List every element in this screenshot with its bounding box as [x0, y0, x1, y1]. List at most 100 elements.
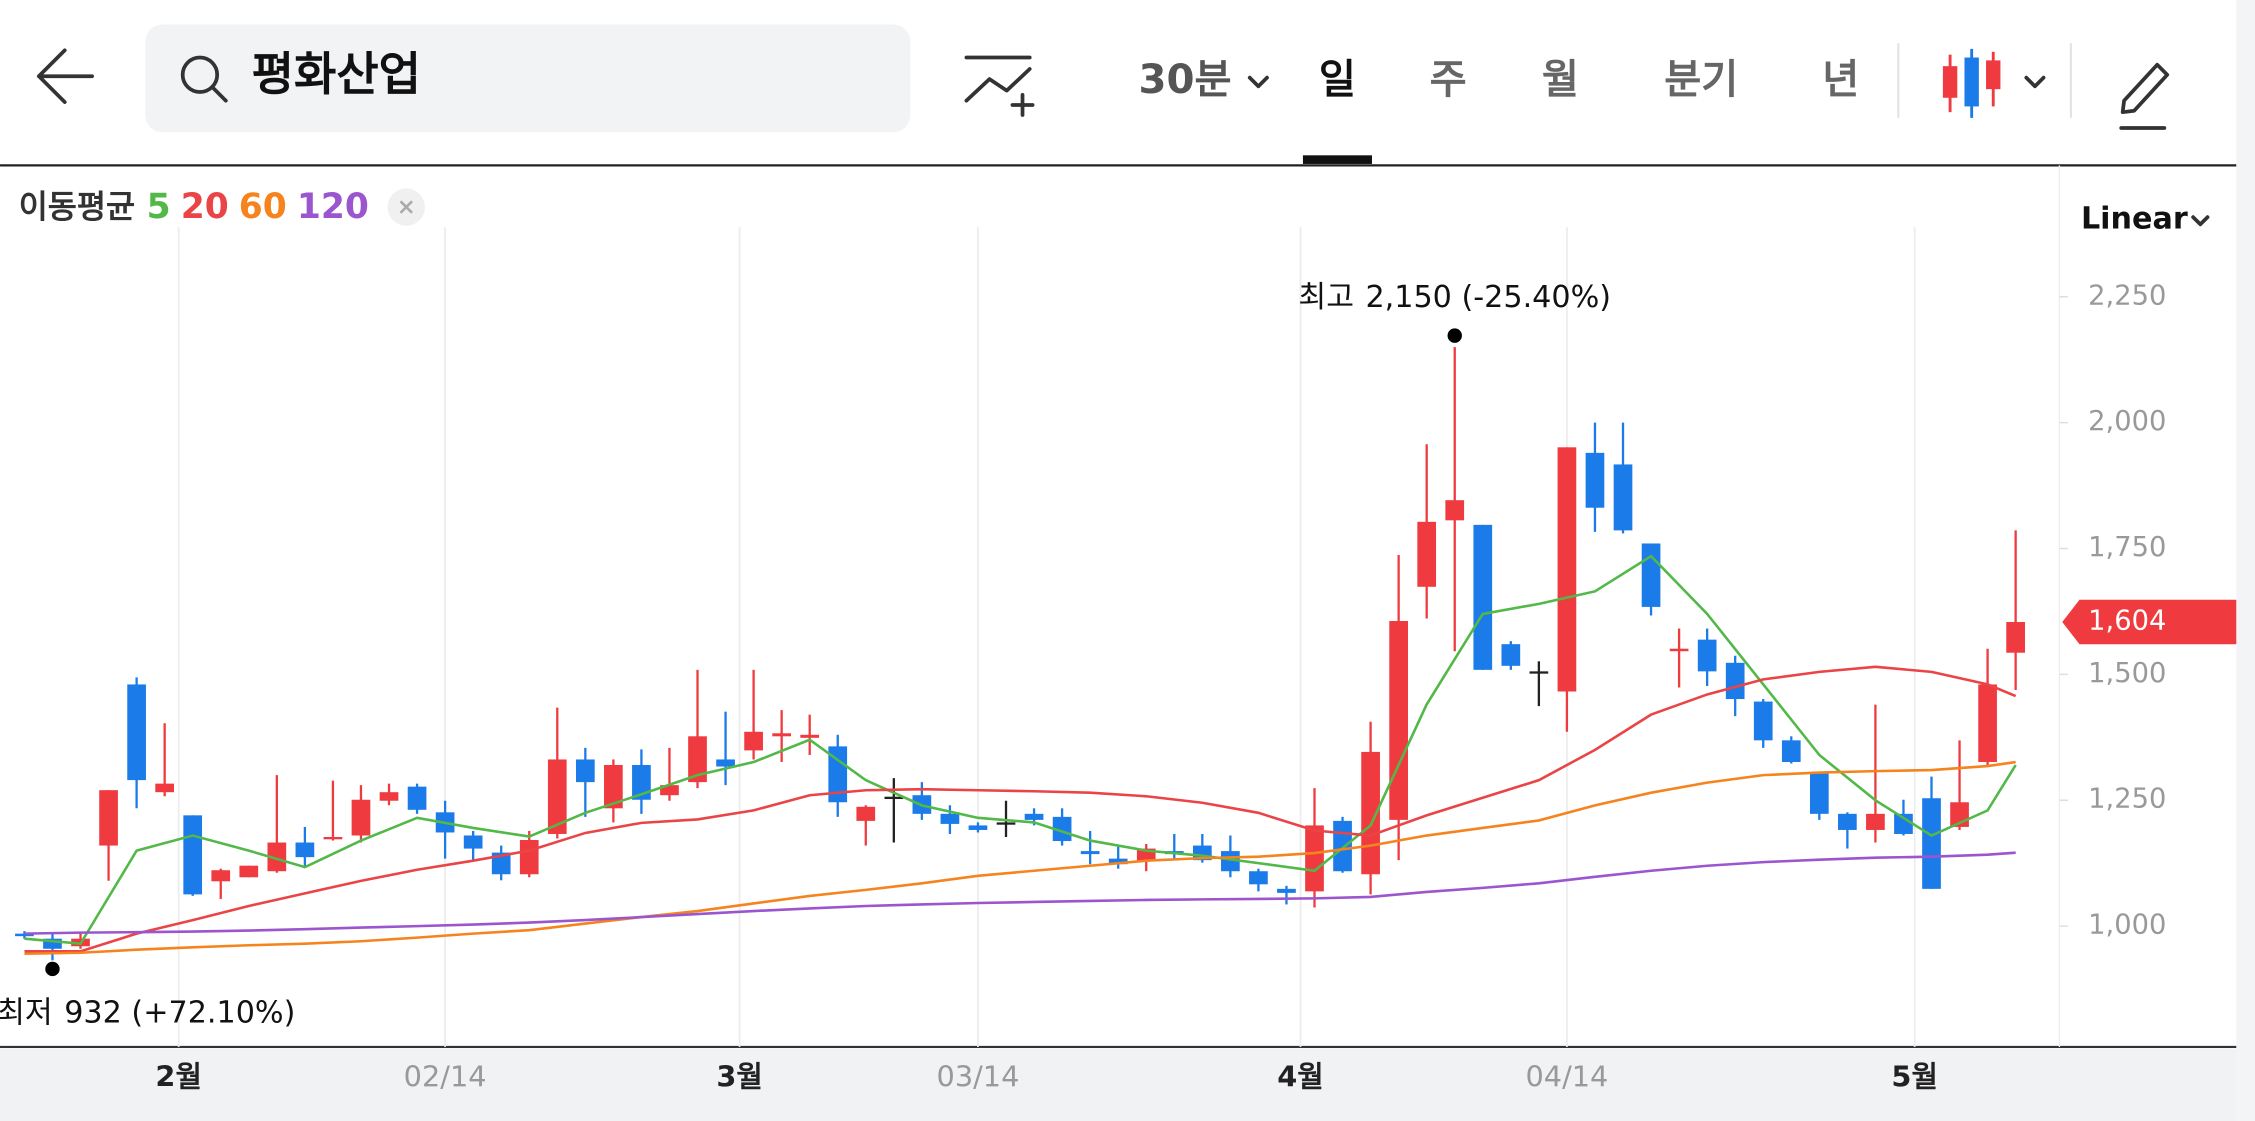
- candle-body: [491, 852, 511, 875]
- tab-label: 주: [1430, 57, 1467, 103]
- extreme-value: 932 (+72.10%): [64, 995, 295, 1030]
- tab-label: 년: [1822, 57, 1859, 103]
- tab-label: 월: [1542, 57, 1579, 103]
- period-tab[interactable]: 년: [1822, 57, 1859, 103]
- scale-dropdown[interactable]: Linear: [2081, 202, 2210, 237]
- candle-body: [1529, 671, 1549, 674]
- candle-body: [744, 731, 763, 751]
- candle-body: [1697, 639, 1717, 672]
- candle-body: [1753, 701, 1773, 741]
- candle-body: [800, 734, 820, 738]
- interval-dropdown[interactable]: 30분: [1139, 57, 1269, 103]
- chevron: [2191, 215, 2210, 227]
- candle-body: [1585, 452, 1605, 508]
- pencil-icon: [2119, 62, 2170, 130]
- candle-body: [1024, 813, 1044, 820]
- back-button[interactable]: [36, 48, 94, 104]
- plot-area: [15, 347, 2025, 961]
- candle-body: [295, 842, 315, 858]
- x-tick-label: 02/14: [404, 1060, 487, 1094]
- period-tab[interactable]: 일: [1302, 57, 1372, 164]
- candle-body: [1501, 644, 1521, 666]
- candle-body: [155, 783, 175, 793]
- candle-body: [1641, 543, 1661, 607]
- candle-body: [1922, 798, 1941, 889]
- candle-body: [1669, 648, 1689, 652]
- candle-body: [1445, 500, 1465, 521]
- chart-style-button[interactable]: [1942, 48, 2046, 118]
- candle-body: [1108, 858, 1128, 865]
- icon-body: [1942, 66, 1958, 98]
- last-price-label: 1,604: [2088, 606, 2166, 637]
- candle-body: [604, 765, 623, 809]
- candle-body: [379, 792, 399, 801]
- candle-body: [183, 815, 203, 895]
- candle-body: [239, 865, 259, 878]
- candle-body: [1838, 813, 1857, 830]
- y-tick-label: 1,500: [2088, 658, 2166, 689]
- candle-body: [519, 840, 539, 875]
- y-tick-label: 2,000: [2088, 406, 2166, 437]
- candle-body: [127, 684, 146, 781]
- period-tabs: 일 주 월 분기 년: [1302, 57, 1859, 164]
- candle-body: [1781, 740, 1801, 762]
- legend-entry: 20: [181, 187, 229, 227]
- y-tick-label: 1,250: [2088, 784, 2166, 815]
- x-tick-label: 03/14: [937, 1060, 1020, 1094]
- x-tick-label: 3월: [716, 1060, 762, 1094]
- close-x: [399, 200, 413, 214]
- candle-body: [1249, 871, 1268, 885]
- ma-line: [24, 665, 2017, 953]
- y-tick-label: 1,750: [2088, 532, 2166, 563]
- x-tick-label: 5월: [1891, 1060, 1937, 1094]
- candle-body: [547, 759, 567, 834]
- y-tick-label: 2,250: [2088, 280, 2166, 311]
- period-tab[interactable]: 월: [1542, 57, 1579, 103]
- search-icon-handle: [210, 85, 228, 103]
- candle-body: [1894, 813, 1913, 834]
- candle-body: [1725, 662, 1745, 700]
- candle-body: [940, 813, 960, 824]
- ma-line: [24, 851, 2016, 935]
- candle-body: [716, 759, 735, 767]
- ma-line: [24, 760, 2016, 956]
- period-tab[interactable]: 분기: [1664, 57, 1738, 103]
- candle-body: [15, 933, 34, 937]
- search-box[interactable]: 평화산업: [145, 24, 911, 133]
- chevron: [1247, 75, 1269, 89]
- axes: 2월 02/14 3월 03/14 4월 04/14 5월 1,000 1,250 1,500 1,…: [0, 280, 2237, 1094]
- x-axis-band: [0, 1048, 2237, 1121]
- indicator-button[interactable]: [964, 55, 1035, 117]
- indicator-icon: [964, 55, 1032, 103]
- candle-body: [351, 799, 371, 836]
- extreme-title: 최저: [0, 995, 53, 1030]
- candle-body: [1978, 684, 1997, 762]
- tab-underline: [1302, 155, 1372, 164]
- candle-body: [884, 796, 904, 800]
- extreme-label: 최고 2,150 (-25.40%): [1298, 280, 1611, 315]
- legend-entry: 60: [239, 187, 287, 227]
- legend-close[interactable]: [387, 188, 425, 226]
- search-icon: [180, 55, 220, 94]
- icon-body: [1986, 60, 2001, 90]
- extreme-dot: [45, 961, 60, 977]
- candle-body: [1277, 888, 1296, 893]
- y-tick-label: 1,000: [2088, 910, 2166, 941]
- candle-body: [1866, 813, 1885, 830]
- period-tab[interactable]: 주: [1430, 57, 1467, 103]
- search-field: [145, 24, 911, 133]
- ma-legend: 이동평균 5 20 60 120: [19, 187, 425, 227]
- candle-body: [575, 759, 595, 783]
- last-price-tag: [2062, 599, 2237, 645]
- candle-body: [688, 736, 707, 783]
- candle-body: [1417, 521, 1437, 587]
- legend-entry: 120: [297, 187, 369, 227]
- draw-button[interactable]: [2119, 62, 2170, 130]
- chevron: [2024, 75, 2046, 89]
- candle-body: [1809, 773, 1829, 814]
- candle-body: [43, 938, 62, 949]
- candle-body: [828, 746, 848, 803]
- tab-label: 일: [1319, 57, 1356, 103]
- candle-body: [1389, 621, 1408, 820]
- search-text: 평화산업: [252, 47, 421, 101]
